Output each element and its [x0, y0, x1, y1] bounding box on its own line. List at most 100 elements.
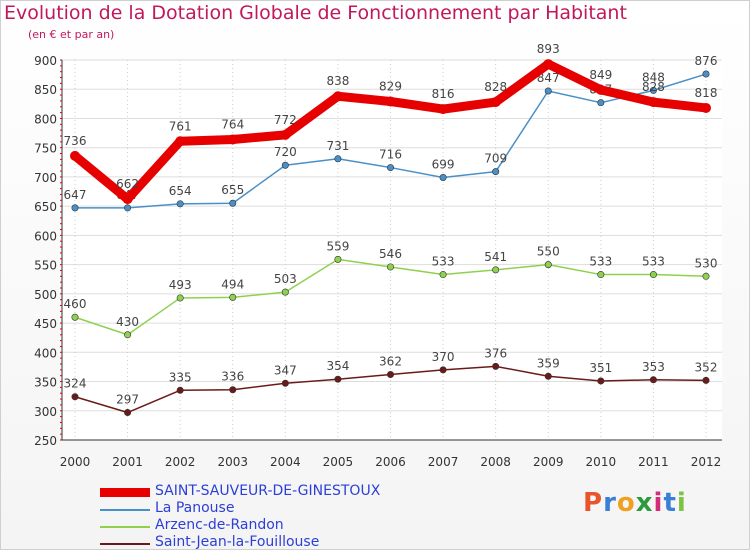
- data-point: [385, 96, 396, 107]
- legend-swatch: [100, 542, 150, 545]
- data-label: 654: [169, 184, 192, 198]
- y-tick-label: 400: [34, 346, 57, 360]
- data-label: 533: [642, 255, 665, 269]
- chart-subtitle: (en € et par an): [28, 28, 115, 41]
- logo-letter: o: [616, 488, 636, 518]
- data-point: [386, 371, 394, 379]
- data-point: [332, 91, 343, 102]
- x-tick-label: 2002: [165, 455, 196, 469]
- data-label: 893: [537, 42, 560, 56]
- data-label: 541: [484, 250, 507, 264]
- data-label: 335: [169, 370, 192, 384]
- data-point: [124, 204, 132, 212]
- data-label: 362: [379, 355, 402, 369]
- logo-letter: t: [663, 488, 677, 518]
- data-label: 761: [169, 119, 192, 133]
- data-point: [71, 204, 79, 212]
- data-label: 876: [695, 54, 718, 68]
- x-tick-label: 2012: [691, 455, 722, 469]
- y-tick-label: 800: [34, 112, 57, 126]
- data-point: [595, 84, 606, 95]
- data-point: [227, 134, 238, 145]
- data-point: [122, 194, 133, 205]
- data-point: [175, 136, 186, 147]
- data-point: [281, 288, 289, 296]
- data-label: 353: [642, 360, 665, 374]
- x-tick-label: 2011: [638, 455, 669, 469]
- data-point: [544, 87, 552, 95]
- data-point: [176, 294, 184, 302]
- data-point: [229, 199, 237, 207]
- data-point: [439, 174, 447, 182]
- data-point: [597, 377, 605, 385]
- data-point: [702, 70, 710, 78]
- data-point: [334, 375, 342, 383]
- data-label: 731: [326, 139, 349, 153]
- data-label: 494: [221, 277, 244, 291]
- data-point: [71, 313, 79, 321]
- x-tick-label: 2006: [375, 455, 406, 469]
- y-tick-label: 750: [34, 142, 57, 156]
- data-point: [702, 272, 710, 280]
- data-point: [648, 97, 659, 108]
- data-point: [492, 362, 500, 370]
- x-tick-label: 2003: [217, 455, 248, 469]
- data-point: [649, 271, 657, 279]
- data-point: [439, 271, 447, 279]
- data-label: 647: [64, 188, 87, 202]
- data-point: [702, 376, 710, 384]
- data-label: 533: [589, 255, 612, 269]
- data-point: [544, 261, 552, 269]
- data-label: 816: [432, 87, 455, 101]
- y-tick-label: 600: [34, 229, 57, 243]
- data-point: [280, 129, 291, 140]
- data-label: 655: [221, 183, 244, 197]
- y-tick-label: 700: [34, 171, 57, 185]
- data-label: 430: [116, 315, 139, 329]
- y-tick-label: 650: [34, 200, 57, 214]
- x-tick-label: 2008: [480, 455, 511, 469]
- x-tick-label: 2000: [60, 455, 91, 469]
- data-label: 354: [326, 359, 349, 373]
- data-label: 336: [221, 370, 244, 384]
- y-tick-label: 850: [34, 83, 57, 97]
- data-point: [597, 99, 605, 107]
- legend-label: La Panouse: [155, 500, 235, 516]
- x-tick-label: 2009: [533, 455, 564, 469]
- data-label: 351: [589, 361, 612, 375]
- data-point: [229, 386, 237, 394]
- logo-letter: r: [603, 488, 617, 518]
- data-label: 829: [379, 80, 402, 94]
- x-tick-label: 2010: [586, 455, 617, 469]
- legend-label: Arzenc-de-Randon: [155, 517, 284, 533]
- data-point: [176, 386, 184, 394]
- logo-letter: i: [676, 488, 687, 518]
- data-label: 376: [484, 346, 507, 360]
- data-label: 849: [589, 68, 612, 82]
- data-label: 493: [169, 278, 192, 292]
- data-label: 324: [64, 377, 87, 391]
- data-label: 533: [432, 255, 455, 269]
- data-label: 847: [537, 71, 560, 85]
- data-label: 550: [537, 245, 560, 259]
- data-label: 530: [695, 256, 718, 270]
- y-tick-label: 900: [34, 54, 57, 68]
- data-point: [281, 161, 289, 169]
- data-label: 559: [326, 239, 349, 253]
- data-label: 359: [537, 356, 560, 370]
- data-label: 347: [274, 363, 297, 377]
- data-label: 297: [116, 393, 139, 407]
- data-label: 709: [484, 152, 507, 166]
- data-label: 352: [695, 360, 718, 374]
- data-label: 736: [64, 134, 87, 148]
- data-label: 460: [64, 297, 87, 311]
- legend-label: SAINT-SAUVEUR-DE-GINESTOUX: [155, 483, 381, 499]
- data-label: 838: [326, 74, 349, 88]
- legend-swatch: [100, 508, 150, 511]
- data-point: [71, 393, 79, 401]
- data-point: [492, 168, 500, 176]
- data-point: [176, 200, 184, 208]
- data-point: [438, 104, 449, 115]
- data-point: [701, 102, 711, 113]
